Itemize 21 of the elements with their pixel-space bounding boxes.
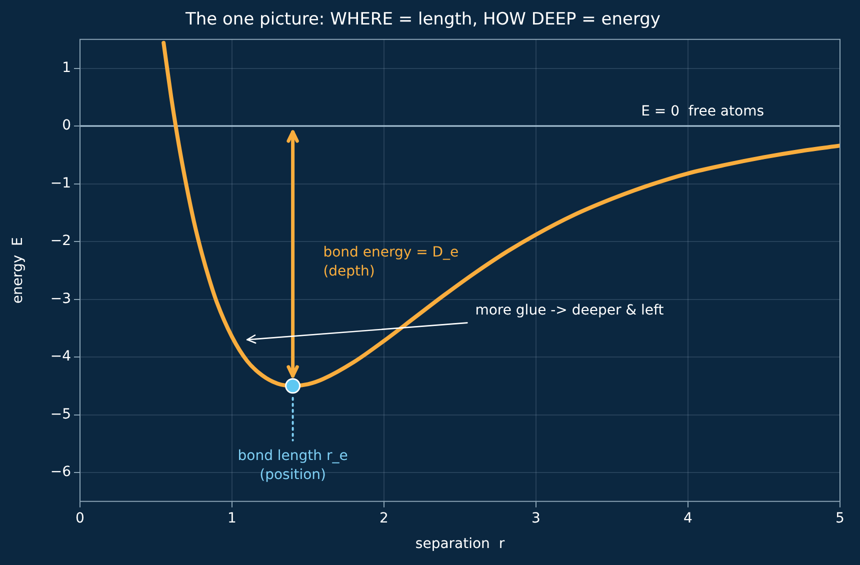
chart-title: The one picture: WHERE = length, HOW DEEP = energy [184,10,660,30]
y-tick-label: −1 [50,175,71,192]
annotation: bond energy = D_e (depth) [323,244,459,280]
x-tick-label: 0 [76,510,84,526]
y-tick-label: −2 [50,233,71,250]
x-tick-label: 3 [532,510,540,526]
y-tick-label: 0 [62,118,71,134]
ref-line-label: E = 0 free atoms [641,104,764,120]
y-tick-label: 1 [62,60,71,76]
y-tick-label: −4 [50,348,72,365]
annotation: bond length r_e (position) [238,448,348,483]
x-axis-title: separation r [415,536,505,552]
y-axis-title: energy E [10,237,26,304]
annotation: more glue -> deeper & left [475,302,664,318]
y-tick-label: −6 [50,464,72,480]
x-tick-label: 4 [684,510,693,526]
x-tick-label: 1 [228,510,236,526]
y-tick-label: −5 [50,406,71,422]
x-tick-label: 2 [380,510,388,526]
x-tick-label: 5 [836,510,844,526]
y-tick-label: −3 [50,290,71,307]
